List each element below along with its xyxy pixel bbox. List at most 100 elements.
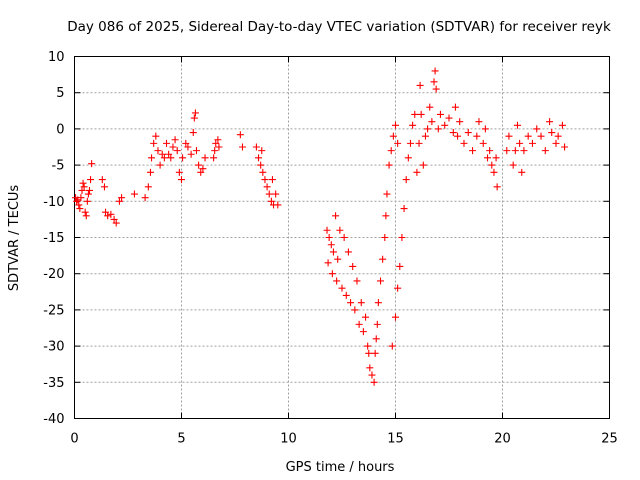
data-point	[182, 139, 190, 147]
y-axis-label: SDTVAR / TECUs	[7, 185, 22, 292]
data-point	[160, 154, 168, 162]
data-point	[274, 201, 282, 209]
data-point	[272, 190, 280, 198]
data-point	[436, 110, 444, 118]
data-point	[492, 154, 500, 162]
data-point	[454, 132, 462, 140]
data-point	[267, 197, 275, 205]
data-point	[357, 299, 365, 307]
data-point	[456, 118, 464, 126]
x-tick-label: 20	[494, 432, 511, 447]
data-point	[85, 186, 93, 194]
data-point	[261, 176, 269, 184]
data-point	[141, 194, 149, 202]
x-tick-label: 0	[70, 432, 78, 447]
data-point	[509, 161, 517, 169]
data-point	[426, 103, 434, 111]
data-point	[548, 129, 556, 137]
data-point	[451, 103, 459, 111]
y-tick-label: -20	[43, 267, 64, 282]
data-point	[394, 139, 402, 147]
data-point	[80, 183, 88, 191]
data-point	[353, 277, 361, 285]
data-point	[76, 205, 84, 213]
data-point	[87, 176, 95, 184]
x-axis: 0 5 10 15 20 25	[70, 56, 618, 447]
data-point	[83, 197, 91, 205]
data-point	[82, 212, 90, 220]
data-point	[110, 215, 118, 223]
data-point	[373, 320, 381, 328]
data-point	[552, 139, 560, 147]
data-point	[417, 110, 425, 118]
data-point	[533, 125, 541, 133]
data-point	[434, 125, 442, 133]
data-point	[511, 147, 519, 155]
data-point	[424, 125, 432, 133]
data-point	[215, 143, 223, 151]
data-point	[77, 194, 85, 202]
data-point	[184, 143, 192, 151]
data-point	[171, 136, 179, 144]
data-point	[445, 114, 453, 122]
data-point	[75, 201, 83, 209]
data-point	[460, 139, 468, 147]
data-point	[212, 139, 220, 147]
data-point	[481, 125, 489, 133]
data-point	[81, 208, 89, 216]
data-point	[364, 342, 372, 350]
data-point	[152, 132, 160, 140]
data-point	[528, 139, 536, 147]
data-point	[201, 154, 209, 162]
data-point	[421, 132, 429, 140]
data-point	[342, 291, 350, 299]
data-point	[379, 255, 387, 263]
data-point	[493, 183, 501, 191]
data-point	[524, 132, 532, 140]
data-point	[430, 78, 438, 86]
data-point	[154, 147, 162, 155]
data-point	[554, 132, 562, 140]
data-point	[520, 147, 528, 155]
data-point	[388, 342, 396, 350]
data-point	[156, 161, 164, 169]
data-point	[211, 147, 219, 155]
data-point	[165, 150, 173, 158]
data-point	[359, 328, 367, 336]
data-point	[268, 176, 276, 184]
data-point	[561, 143, 569, 151]
y-tick-label: -25	[43, 303, 64, 318]
data-point	[158, 150, 166, 158]
x-axis-label: GPS time / hours	[286, 460, 395, 475]
data-point	[329, 248, 337, 256]
data-point	[413, 168, 421, 176]
data-point	[98, 176, 106, 184]
data-point	[484, 154, 492, 162]
y-tick-label: 10	[48, 50, 65, 65]
data-point	[537, 132, 545, 140]
data-point	[409, 121, 417, 129]
data-point	[324, 259, 332, 267]
data-point	[257, 161, 265, 169]
data-point	[406, 139, 414, 147]
grid-lines	[74, 56, 610, 419]
data-point	[382, 212, 390, 220]
y-tick-label: -40	[43, 412, 64, 427]
data-point	[340, 234, 348, 241]
data-point	[398, 234, 406, 241]
y-axis: 10 5 0 -5 -10 -15 -20 -25 -30 -35 -40	[43, 50, 610, 427]
data-point	[419, 161, 427, 169]
data-point	[381, 234, 389, 241]
data-point	[441, 121, 449, 129]
data-point	[150, 139, 158, 147]
data-point	[265, 190, 273, 198]
data-point	[178, 176, 185, 184]
data-point	[100, 183, 108, 191]
y-tick-label: -15	[43, 231, 64, 246]
data-point	[187, 150, 195, 158]
data-point	[546, 118, 554, 126]
data-point	[252, 143, 260, 151]
data-point	[503, 147, 511, 155]
data-point	[102, 208, 110, 216]
data-point	[347, 299, 355, 307]
